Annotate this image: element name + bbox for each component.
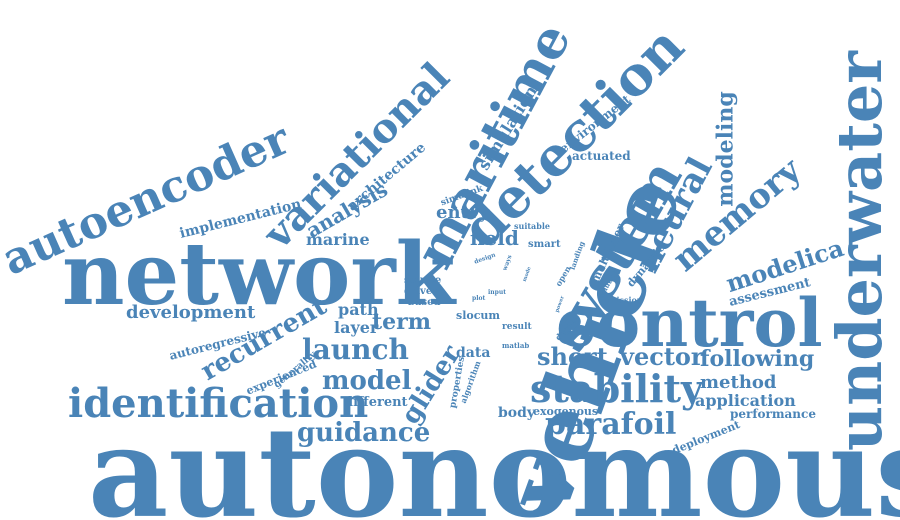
word-suitable: suitable — [514, 221, 550, 231]
word-based: based — [408, 297, 441, 308]
word-matlab: matlab — [502, 341, 530, 350]
word-model: model — [322, 366, 412, 396]
word-modeling: modeling — [712, 91, 739, 207]
word-slocum: slocum — [456, 309, 501, 322]
word-design: design — [473, 251, 497, 266]
word-parafoil: parafoil — [545, 407, 677, 442]
word-stability: stability — [530, 366, 704, 411]
word-performance: performance — [730, 407, 816, 421]
word-result: result — [502, 322, 532, 332]
word-network: network — [62, 224, 456, 325]
word-driven: driven — [404, 286, 440, 297]
word-body: body — [498, 405, 536, 421]
word-vector: vector — [620, 342, 704, 371]
word-source: source — [404, 275, 442, 286]
word-method: method — [700, 372, 777, 393]
word-data: data — [456, 345, 491, 361]
word-exogenous: exogenous — [533, 405, 599, 418]
word-identification: identification — [68, 380, 369, 427]
word-different: different — [344, 395, 408, 410]
word-marine: marine — [306, 230, 370, 249]
word-guidance: guidance — [297, 418, 431, 448]
word-application: application — [695, 391, 796, 410]
word-autonomous: autonomous — [88, 401, 900, 520]
word-following: following — [700, 346, 815, 372]
word-launch: launch — [302, 333, 409, 366]
word-term: term — [372, 309, 432, 335]
word-plot: plot — [472, 295, 486, 302]
word-entry: entry — [436, 202, 489, 223]
word-short: short — [537, 342, 608, 371]
word-mission: mission — [608, 295, 643, 305]
word-actuated: actuated — [572, 149, 631, 163]
word-ways: ways — [501, 254, 514, 272]
word-path: path — [338, 300, 379, 319]
word-layer: layer — [334, 318, 379, 337]
word-control: control — [556, 284, 823, 362]
word-field: field — [470, 226, 519, 250]
word-mode: mode — [521, 266, 533, 283]
word-development: development — [126, 302, 256, 323]
word-input: input — [488, 289, 506, 296]
word-smart: smart — [528, 239, 561, 250]
